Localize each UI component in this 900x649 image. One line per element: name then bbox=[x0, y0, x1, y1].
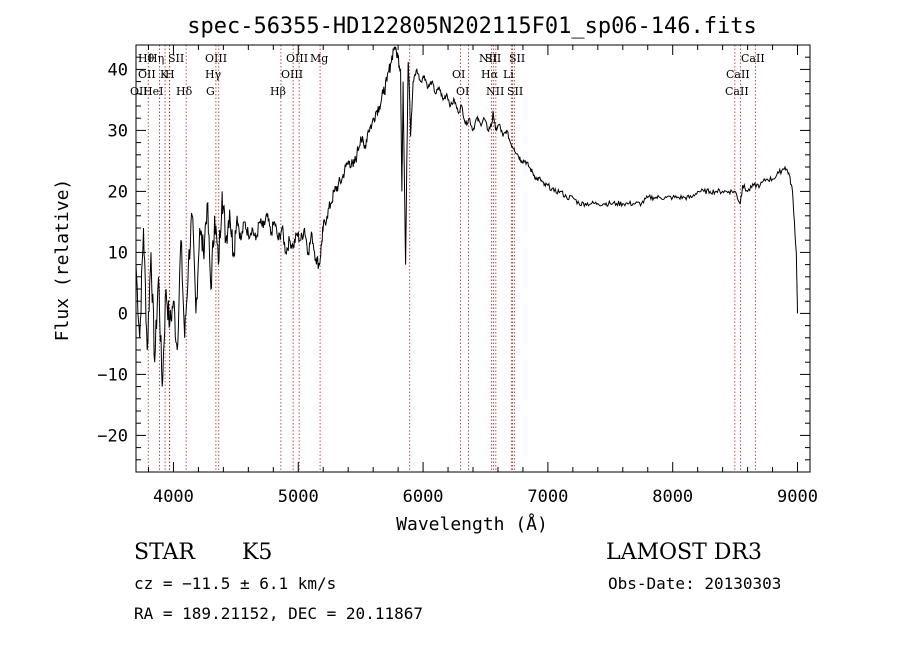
line-label-19: Hα bbox=[481, 68, 499, 81]
line-label-25: CaII bbox=[726, 68, 750, 81]
y-tick-label: 40 bbox=[108, 60, 128, 80]
y-tick-label: 30 bbox=[108, 121, 128, 141]
line-label-0: Hθ bbox=[138, 52, 155, 65]
line-label-18: SII bbox=[485, 52, 501, 65]
line-label-22: Li bbox=[503, 68, 514, 81]
redshift-text: cz = −11.5 ± 6.1 km/s bbox=[134, 574, 337, 593]
line-label-23: NII bbox=[486, 85, 504, 98]
line-label-3: OIII bbox=[205, 52, 227, 65]
spectrum-line bbox=[135, 46, 798, 387]
x-tick-label: 6000 bbox=[403, 487, 444, 507]
y-tick-label: 20 bbox=[108, 182, 128, 202]
line-label-14: Hβ bbox=[270, 85, 286, 98]
line-label-10: H bbox=[165, 68, 175, 81]
chart-title: spec-56355-HD122805N202115F01_sp06-146.f… bbox=[187, 14, 757, 39]
obs-date: Obs-Date: 20130303 bbox=[608, 574, 782, 593]
y-tick-label: −10 bbox=[97, 365, 128, 385]
y-tick-label: −20 bbox=[97, 426, 128, 446]
x-tick-label: 8000 bbox=[652, 487, 693, 507]
line-label-4: OII bbox=[138, 68, 156, 81]
line-label-27: CaII bbox=[741, 52, 765, 65]
subclass: K5 bbox=[242, 540, 273, 565]
line-label-6: SII bbox=[168, 52, 184, 65]
y-axis-ticks: −20 −10 0 10 20 30 40 bbox=[97, 44, 810, 461]
y-axis-label: Flux (relative) bbox=[52, 179, 73, 342]
line-label-16: OI bbox=[452, 68, 465, 81]
y-tick-label: 0 bbox=[118, 304, 128, 324]
line-label-8: OII bbox=[130, 85, 148, 98]
emission-line-labels: HθKHδOIIIOIIHeISIIHγOIIHηHGOIIIOIIIHβMgO… bbox=[130, 52, 765, 98]
line-label-2: Hδ bbox=[176, 85, 193, 98]
emission-line-markers bbox=[147, 45, 756, 472]
x-tick-label: 4000 bbox=[153, 487, 194, 507]
x-axis-ticks: 4000 5000 6000 7000 8000 9000 bbox=[147, 45, 818, 507]
line-label-17: OI bbox=[456, 85, 469, 98]
line-label-21: NII bbox=[479, 52, 497, 65]
line-label-5: HeI bbox=[143, 85, 163, 98]
x-tick-label: 5000 bbox=[278, 487, 319, 507]
y-tick-label: 10 bbox=[108, 243, 128, 263]
line-label-15: Mg bbox=[310, 52, 328, 65]
plot-frame bbox=[135, 44, 811, 473]
object-type: STAR bbox=[134, 540, 195, 565]
survey-name: LAMOST DR3 bbox=[606, 540, 762, 565]
line-label-7: Hγ bbox=[205, 68, 222, 81]
x-tick-label: 9000 bbox=[777, 487, 818, 507]
line-label-12: OIII bbox=[286, 52, 308, 65]
line-label-9: Hη bbox=[148, 52, 164, 65]
coordinates: RA = 189.21152, DEC = 20.11867 bbox=[134, 604, 423, 623]
line-label-13: OIII bbox=[281, 68, 303, 81]
line-label-1: K bbox=[160, 68, 169, 81]
line-label-20: SII bbox=[507, 85, 523, 98]
line-label-26: CaII bbox=[725, 85, 749, 98]
line-label-11: G bbox=[206, 85, 215, 98]
line-label-24: SII bbox=[509, 52, 525, 65]
x-axis-label: Wavelength (Å) bbox=[396, 513, 548, 535]
x-tick-label: 7000 bbox=[527, 487, 568, 507]
